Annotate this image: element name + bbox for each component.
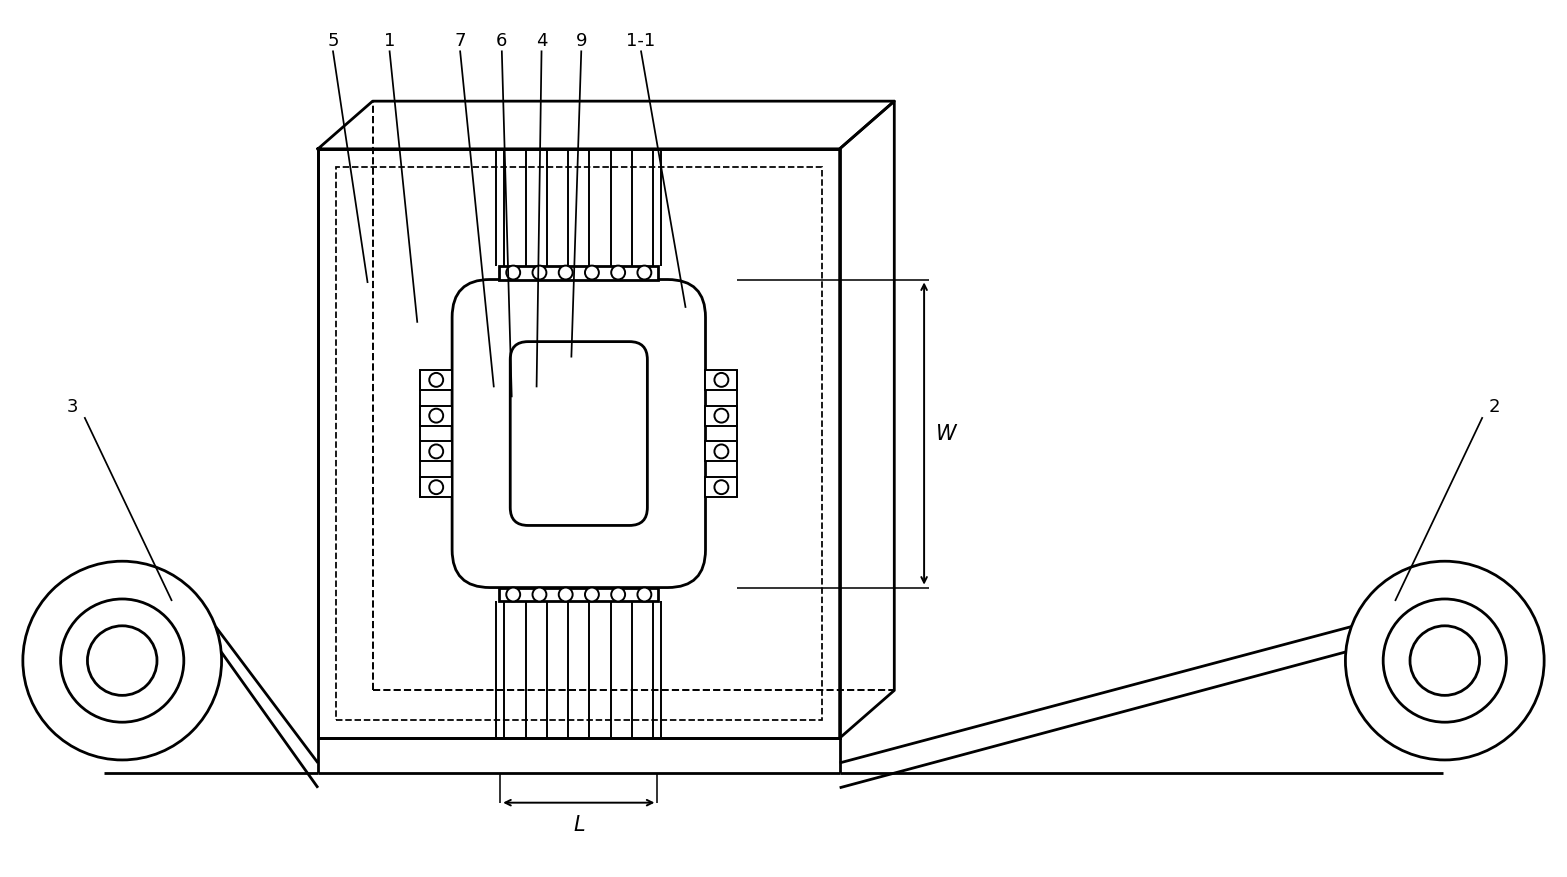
Text: 6: 6 xyxy=(497,32,508,49)
Bar xyxy=(420,477,453,497)
Bar xyxy=(420,441,453,461)
Bar xyxy=(705,406,738,425)
Text: 3: 3 xyxy=(67,398,78,417)
Circle shape xyxy=(559,266,572,280)
Text: W: W xyxy=(935,424,956,444)
Bar xyxy=(500,266,658,280)
Circle shape xyxy=(506,266,520,280)
Polygon shape xyxy=(318,101,895,149)
Circle shape xyxy=(584,588,599,602)
Bar xyxy=(318,149,840,738)
Circle shape xyxy=(429,373,443,387)
Circle shape xyxy=(715,445,729,459)
Text: 7: 7 xyxy=(454,32,465,49)
Circle shape xyxy=(638,266,652,280)
Circle shape xyxy=(715,409,729,423)
Bar xyxy=(318,149,840,738)
Text: 9: 9 xyxy=(575,32,588,49)
Circle shape xyxy=(611,266,625,280)
Circle shape xyxy=(715,373,729,387)
Text: 5: 5 xyxy=(328,32,338,49)
Circle shape xyxy=(559,588,572,602)
FancyBboxPatch shape xyxy=(453,280,705,588)
Bar xyxy=(705,370,738,389)
Text: 1: 1 xyxy=(384,32,395,49)
FancyBboxPatch shape xyxy=(511,342,647,525)
Bar xyxy=(705,477,738,497)
Circle shape xyxy=(584,266,599,280)
Circle shape xyxy=(429,481,443,494)
Bar xyxy=(500,588,658,602)
Polygon shape xyxy=(840,101,895,738)
Circle shape xyxy=(611,588,625,602)
Circle shape xyxy=(429,445,443,459)
Text: L: L xyxy=(574,815,584,835)
Text: 1-1: 1-1 xyxy=(627,32,655,49)
Circle shape xyxy=(715,481,729,494)
Circle shape xyxy=(429,409,443,423)
Bar xyxy=(705,441,738,461)
Text: 2: 2 xyxy=(1489,398,1500,417)
Bar xyxy=(335,167,821,720)
Circle shape xyxy=(638,588,652,602)
Circle shape xyxy=(533,588,547,602)
Circle shape xyxy=(506,588,520,602)
Bar xyxy=(420,370,453,389)
Bar xyxy=(420,406,453,425)
Text: 4: 4 xyxy=(536,32,547,49)
Circle shape xyxy=(533,266,547,280)
